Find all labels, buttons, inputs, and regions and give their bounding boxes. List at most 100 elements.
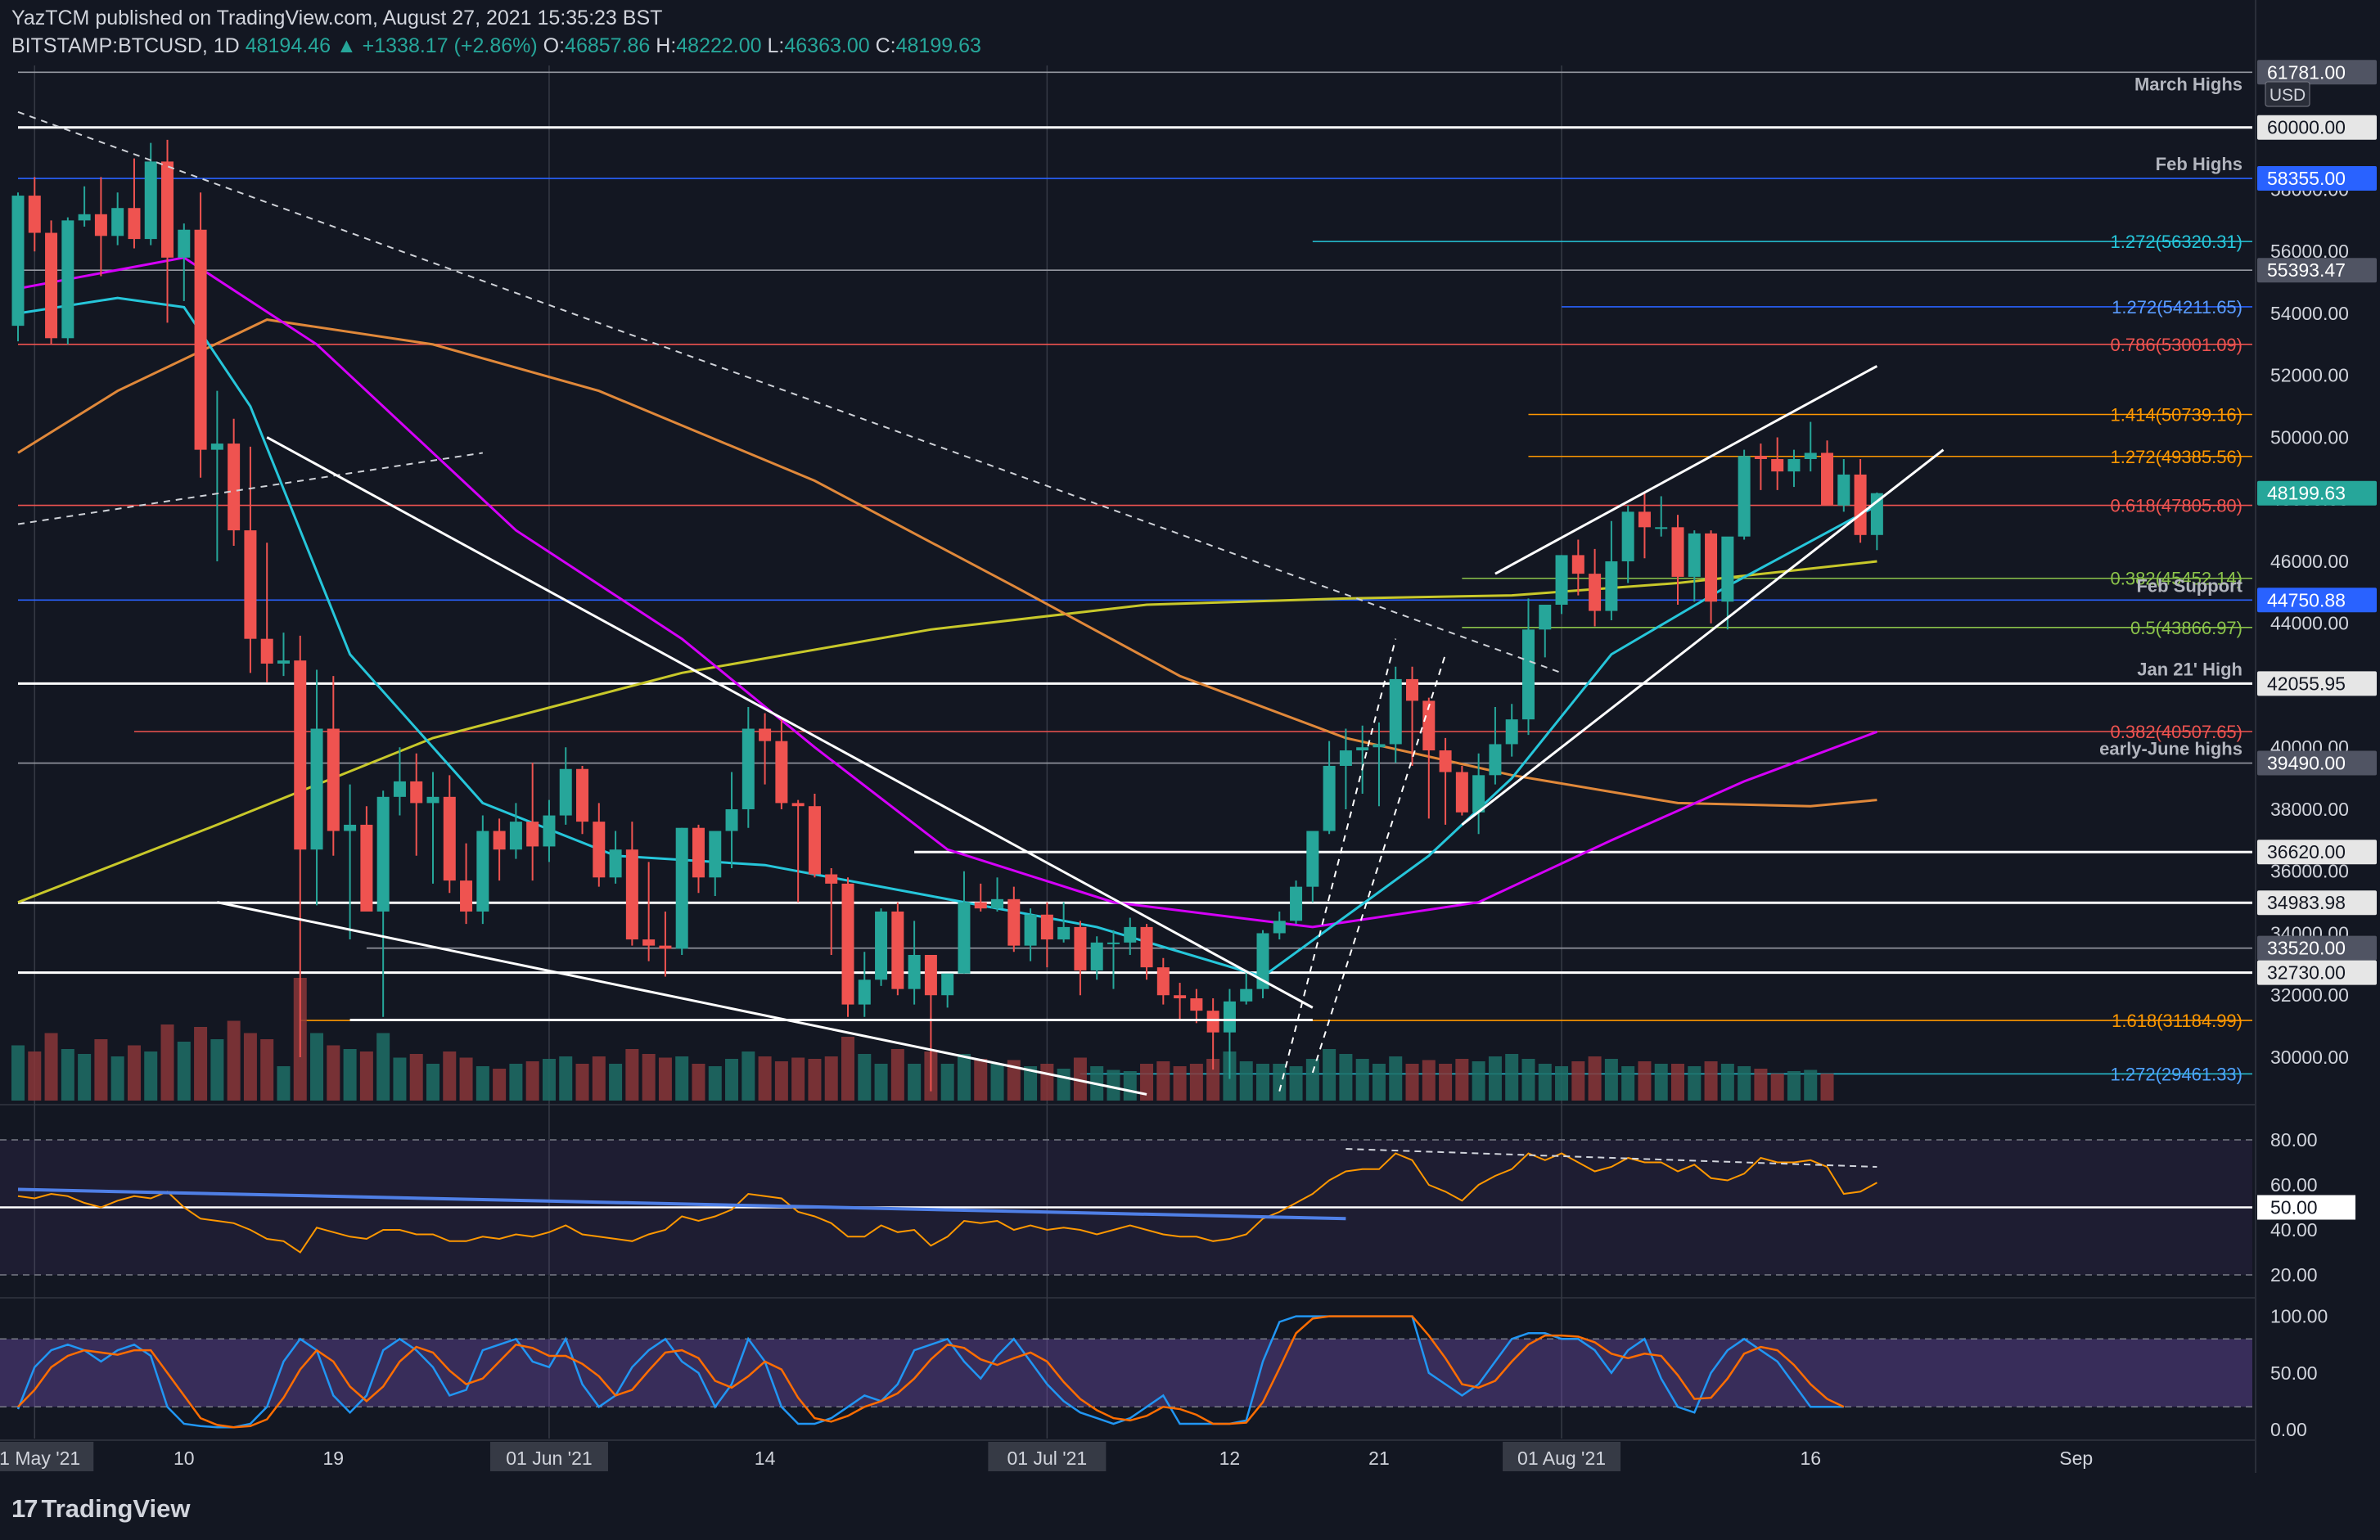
- candle-body: [144, 161, 157, 240]
- stoch-tick-label: 50.00: [2270, 1362, 2318, 1384]
- candle-body: [1771, 459, 1784, 472]
- volume-bar: [177, 1042, 191, 1101]
- candle-body: [1074, 926, 1087, 970]
- candle-body: [642, 939, 656, 946]
- candle-body: [1323, 765, 1336, 831]
- last-price: 48194.46: [245, 34, 331, 57]
- candle-body: [244, 530, 257, 639]
- low-value: 46363.00: [784, 34, 870, 57]
- x-tick-label: 21: [1368, 1448, 1390, 1469]
- candle-body: [974, 902, 987, 909]
- level-tag: Feb Highs: [2156, 154, 2243, 174]
- price-axis-badge: 55393.47: [2267, 259, 2346, 281]
- level-tag: 1.272(54211.65): [2112, 297, 2243, 317]
- volume-bar: [525, 1061, 539, 1101]
- volume-bar: [1787, 1071, 1801, 1101]
- last-price-badge: 48199.63: [2267, 483, 2346, 504]
- candle-body: [576, 768, 589, 822]
- volume-bar: [1372, 1064, 1386, 1101]
- volume-bar: [1256, 1064, 1269, 1101]
- candle-body: [875, 911, 888, 980]
- candle-body: [1057, 926, 1071, 940]
- volume-bar: [243, 1033, 257, 1101]
- candle-body: [825, 874, 838, 884]
- x-tick-badge-bg: [0, 1442, 94, 1471]
- volume-bar: [1239, 1061, 1253, 1101]
- volume-bar: [1538, 1064, 1552, 1101]
- level-tag: 1.618(31184.99): [2112, 1011, 2243, 1031]
- x-tick-label: Sep: [2059, 1448, 2093, 1469]
- candle-body: [1206, 1011, 1219, 1033]
- volume-bar: [310, 1033, 324, 1101]
- candle-body: [111, 208, 124, 236]
- volume-bar: [1555, 1066, 1569, 1101]
- volume-bar: [1455, 1059, 1469, 1101]
- volume-bar: [78, 1054, 92, 1101]
- level-tag: 1.272(56320.31): [2111, 232, 2243, 252]
- candle-body: [277, 660, 290, 664]
- price-axis-badge: 61781.00: [2267, 61, 2346, 83]
- symbol-name[interactable]: BITSTAMP:BTCUSD, 1D: [11, 34, 240, 57]
- candle-body: [709, 831, 722, 878]
- candle-body: [941, 973, 954, 996]
- volume-bar: [110, 1056, 124, 1101]
- candle-body: [1571, 555, 1584, 574]
- volume-bar: [1323, 1049, 1336, 1101]
- candle-body: [393, 781, 406, 797]
- candle-body: [1339, 750, 1352, 766]
- volume-bar: [327, 1045, 340, 1101]
- volume-bar: [393, 1057, 407, 1101]
- candle-body: [526, 822, 539, 847]
- volume-bar: [1040, 1064, 1054, 1101]
- volume-bar: [1638, 1061, 1652, 1101]
- candle-body: [1589, 574, 1602, 611]
- x-tick-label: 01 Aug '21: [1517, 1448, 1606, 1469]
- volume-bar: [890, 1049, 904, 1101]
- x-tick-label: 19: [323, 1448, 345, 1469]
- price-axis-badge-bg: [2257, 166, 2377, 191]
- volume-bar: [1604, 1059, 1618, 1101]
- candle-body: [1174, 995, 1187, 999]
- tradingview-logo[interactable]: 17 TradingView: [11, 1494, 191, 1524]
- volume-bar: [194, 1027, 208, 1101]
- candle-body: [1705, 533, 1718, 602]
- volume-bar: [1057, 1069, 1071, 1101]
- volume-bar: [1488, 1056, 1502, 1101]
- candle-body: [294, 660, 307, 850]
- volume-bar: [1273, 1064, 1287, 1101]
- candle-body: [791, 803, 805, 807]
- logo-text: TradingView: [41, 1494, 191, 1523]
- trend-line: [1278, 638, 1397, 1092]
- volume-bar: [1571, 1061, 1585, 1101]
- volume-bar: [658, 1057, 672, 1101]
- candle-body: [841, 883, 854, 1005]
- candle-body: [260, 638, 273, 664]
- candle-body: [443, 796, 456, 881]
- level-tag: Jan 21' High: [2137, 659, 2243, 679]
- volume-bar: [642, 1054, 656, 1101]
- volume-bar: [824, 1056, 838, 1101]
- volume-bar: [1189, 1064, 1203, 1101]
- candle-body: [1107, 942, 1120, 944]
- volume-bar: [1588, 1056, 1602, 1101]
- candle-body: [675, 827, 688, 949]
- volume-bar: [791, 1057, 805, 1101]
- price-axis-badge: 39490.00: [2267, 753, 2346, 774]
- candle-body: [11, 196, 25, 326]
- sma20-line: [17, 296, 1878, 979]
- volume-bar: [1073, 1057, 1087, 1101]
- candle-body: [808, 806, 821, 875]
- candle-body: [1124, 926, 1137, 943]
- level-tag: 1.414(50739.16): [2111, 404, 2243, 425]
- currency-badge-bg: [2265, 81, 2310, 107]
- volume-bar: [1654, 1064, 1668, 1101]
- candle-body: [128, 208, 141, 240]
- rsi-trend-dashed: [1346, 1148, 1877, 1168]
- price-axis-badge-bg: [2257, 588, 2377, 613]
- candle-body: [1555, 555, 1568, 606]
- candle-body: [1422, 700, 1436, 751]
- candle-body: [1306, 831, 1319, 887]
- volume-bar: [277, 1066, 291, 1101]
- price-axis-badge: 34983.98: [2267, 892, 2346, 913]
